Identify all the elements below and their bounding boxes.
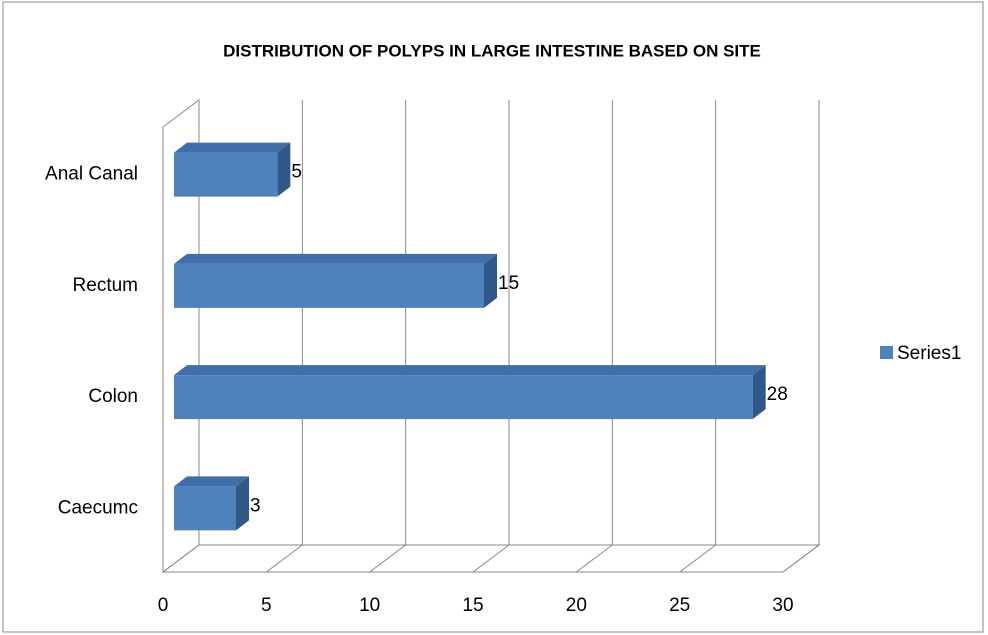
bar-face bbox=[174, 486, 236, 531]
bar-face bbox=[484, 253, 497, 308]
bar-face bbox=[174, 253, 497, 264]
bar-face bbox=[174, 375, 753, 420]
y-tick-label: Colon bbox=[88, 386, 138, 407]
bar-face bbox=[174, 365, 766, 376]
bar-face bbox=[174, 476, 249, 487]
grid-line bbox=[576, 100, 613, 573]
data-label: 28 bbox=[767, 384, 788, 405]
bar bbox=[174, 476, 249, 531]
x-tick-label: 25 bbox=[669, 595, 690, 616]
grid-line bbox=[472, 100, 510, 573]
data-label: 3 bbox=[250, 495, 261, 516]
y-tick-label: Caecumc bbox=[58, 497, 138, 518]
bar-face bbox=[174, 152, 278, 197]
bar bbox=[174, 253, 497, 308]
bar-face bbox=[236, 476, 249, 531]
y-tick-label: Anal Canal bbox=[45, 164, 138, 185]
legend-swatch bbox=[880, 346, 893, 359]
x-tick-label: 20 bbox=[566, 595, 587, 616]
chart-title: DISTRIBUTION OF POLYPS IN LARGE INTESTIN… bbox=[223, 41, 761, 60]
x-tick-label: 10 bbox=[359, 595, 380, 616]
legend-label: Series1 bbox=[897, 343, 961, 364]
x-tick-label: 0 bbox=[158, 595, 169, 616]
x-tick-label: 15 bbox=[462, 595, 483, 616]
grid-line bbox=[162, 100, 200, 573]
data-label: 15 bbox=[498, 273, 519, 294]
bar bbox=[174, 142, 291, 197]
bar-face bbox=[277, 142, 291, 197]
grid-line bbox=[369, 100, 407, 573]
grid-line bbox=[679, 100, 717, 573]
bar-face bbox=[174, 263, 484, 308]
bar-face bbox=[174, 142, 291, 153]
bar-face bbox=[752, 365, 766, 420]
x-tick-label: 30 bbox=[772, 595, 793, 616]
y-tick-label: Rectum bbox=[73, 275, 138, 296]
grid-line bbox=[782, 100, 820, 573]
data-label: 5 bbox=[291, 162, 302, 183]
x-tick-label: 5 bbox=[261, 595, 272, 616]
bar bbox=[174, 365, 766, 420]
grid-line bbox=[266, 100, 303, 573]
